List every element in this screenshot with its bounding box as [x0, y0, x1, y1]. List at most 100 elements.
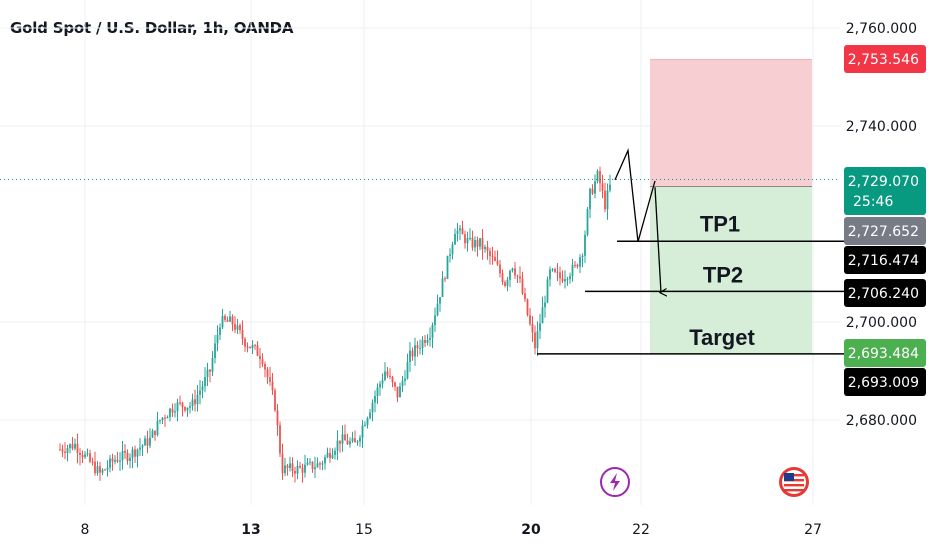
candle-body	[201, 386, 204, 391]
candle-body	[409, 350, 411, 363]
candle-body	[346, 440, 349, 445]
candle-body	[236, 325, 239, 330]
candle-body	[426, 339, 429, 343]
candle-body	[216, 334, 219, 344]
candle-body	[496, 260, 499, 265]
price-tag-entry[interactable]: 2,727.652	[844, 217, 926, 245]
candle-body	[351, 438, 354, 442]
candle-body	[214, 343, 216, 359]
candle-body	[554, 269, 556, 272]
candle-body	[541, 307, 544, 324]
price-tag-level[interactable]: 2,716.474	[844, 246, 926, 274]
candle-body	[419, 348, 421, 350]
candle-body	[234, 324, 236, 330]
candle-body	[331, 454, 334, 458]
candle-body	[319, 463, 321, 465]
price-tag-level[interactable]: 2,706.240	[844, 279, 926, 307]
x-tick-label: 13	[241, 522, 260, 538]
candle-body	[256, 345, 259, 356]
candle-body	[374, 395, 376, 403]
lightning-icon[interactable]	[600, 467, 630, 497]
candle-body	[249, 346, 251, 348]
candle-body	[469, 237, 471, 239]
candle-body	[151, 430, 154, 438]
candle-body	[471, 237, 474, 248]
time-axis[interactable]: 8 13 15 20 22 27	[81, 522, 822, 538]
candle-body	[119, 460, 121, 462]
candle-body	[161, 417, 164, 421]
candle-body	[339, 440, 341, 444]
candle-body	[461, 228, 464, 235]
candle-body	[289, 463, 291, 468]
candle-body	[141, 445, 144, 448]
price-tag-value: 2,727.652	[848, 224, 919, 240]
candle-body	[489, 250, 491, 256]
us-flag-icon[interactable]	[779, 467, 809, 497]
candle-body	[604, 190, 606, 210]
candle-body	[441, 278, 444, 298]
candle-body	[561, 278, 564, 282]
candle-body	[536, 331, 539, 349]
candle-body	[571, 264, 574, 277]
candle-body	[534, 332, 536, 349]
candle-body	[99, 466, 101, 473]
candle-body	[474, 239, 476, 248]
candle-body	[401, 380, 404, 387]
candle-body	[219, 327, 221, 335]
candle-body	[231, 316, 234, 325]
price-tag-level[interactable]: 2,693.009	[844, 368, 926, 396]
candle-body	[184, 407, 186, 411]
candle-body	[446, 255, 449, 279]
price-tag-value: 2,753.546	[848, 52, 919, 68]
candle-body	[544, 302, 546, 308]
candle-body	[481, 238, 484, 250]
zone-label-target: Target	[689, 325, 755, 350]
candle-body	[479, 238, 481, 247]
candle-body	[504, 282, 506, 286]
candle-body	[66, 448, 69, 453]
candle-body	[134, 449, 136, 457]
candle-body	[111, 458, 114, 462]
price-tag-value: 2,693.484	[848, 346, 919, 362]
candle-body	[114, 459, 116, 462]
candle-body	[566, 279, 569, 281]
candle-body	[599, 171, 601, 184]
candle-body	[106, 467, 109, 470]
candle-body	[391, 376, 394, 383]
y-tick-label: 2,760.000	[846, 21, 917, 37]
stop-loss-zone	[650, 59, 812, 187]
candle-body	[154, 430, 156, 435]
candle-body	[209, 369, 211, 372]
candle-body	[314, 467, 316, 470]
candle-body	[404, 378, 406, 381]
price-tag-current[interactable]: 2,729.070 25:46	[844, 167, 926, 215]
candle-body	[354, 438, 356, 443]
candle-body	[466, 237, 469, 244]
position-zones	[650, 59, 812, 354]
price-axis[interactable]: 2,760.000 2,740.000 2,700.000 2,680.000 2,75…	[844, 21, 926, 429]
candle-body	[366, 418, 369, 426]
candle-body	[381, 380, 384, 384]
candle-body	[86, 453, 89, 455]
zone-label-tp1: TP1	[700, 211, 740, 236]
price-tag-stop[interactable]: 2,753.546	[844, 45, 926, 73]
candle-body	[491, 255, 494, 257]
candle-body	[146, 438, 149, 446]
candle-body	[254, 345, 256, 347]
candle-body	[576, 264, 579, 267]
candle-body	[221, 315, 224, 328]
candle-body	[516, 275, 519, 277]
candle-body	[464, 234, 466, 244]
candle-body	[564, 279, 566, 282]
candle-body	[129, 457, 131, 461]
candle-body	[424, 339, 426, 343]
candle-body	[104, 469, 106, 471]
candle-body	[434, 315, 436, 326]
candle-body	[421, 339, 424, 349]
candle-body	[484, 246, 486, 250]
candle-body	[246, 346, 249, 348]
candle-body	[71, 444, 74, 449]
price-tag-target[interactable]: 2,693.484	[844, 339, 926, 367]
candle-body	[494, 256, 496, 261]
